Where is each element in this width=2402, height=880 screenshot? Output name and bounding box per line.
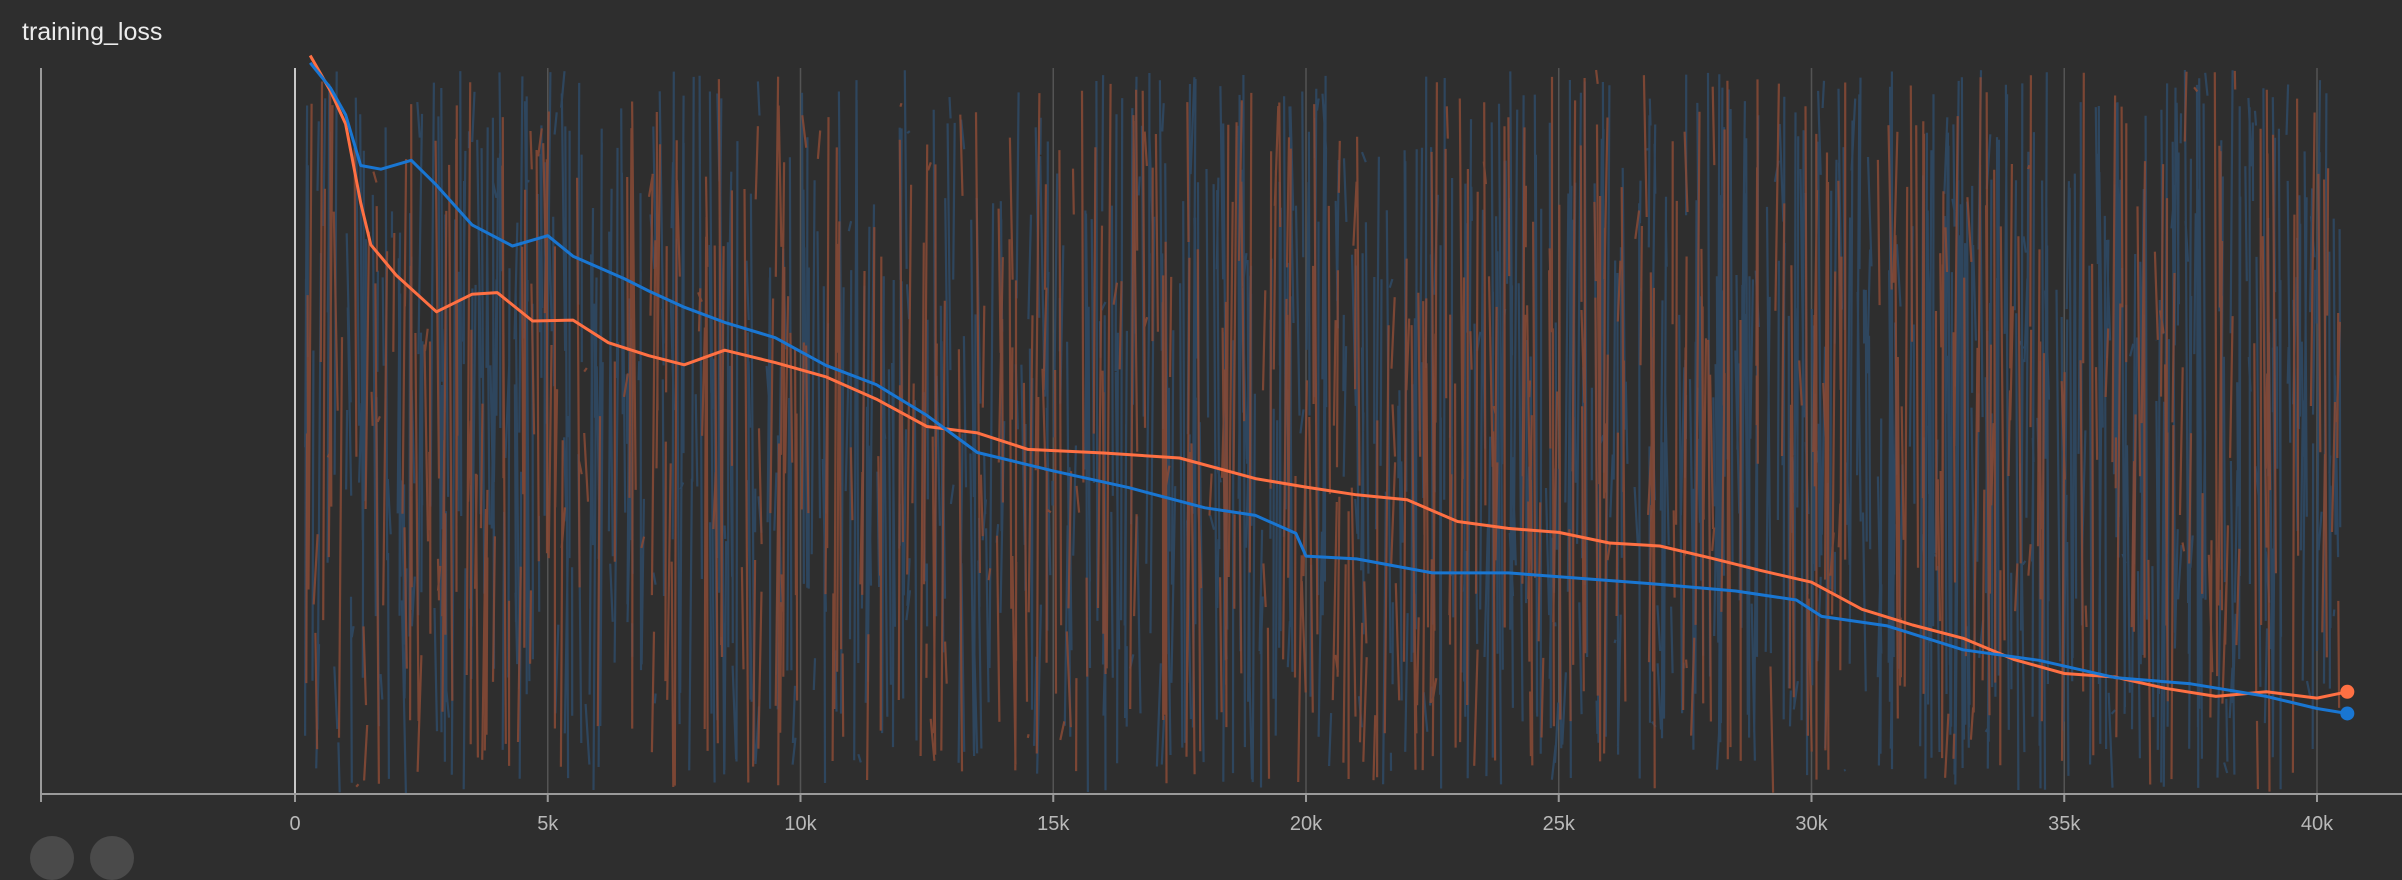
x-tick-label: 0	[289, 813, 300, 835]
series-endpoint-0	[2340, 684, 2355, 699]
x-tick-label: 35k	[2048, 813, 2081, 835]
chart-title: training_loss	[22, 18, 163, 46]
loss-chart[interactable]: 0 5k 10k 15k 20k 25k 30k 35k 40k	[0, 0, 2402, 846]
x-axis-ticks: 0 5k 10k 15k 20k 25k 30k 35k 40k	[40, 794, 2334, 835]
x-tick-label: 30k	[1795, 813, 1828, 835]
smoothed-series	[308, 54, 2355, 721]
series-endpoint-1	[2340, 706, 2355, 721]
x-tick-label: 40k	[2301, 813, 2334, 835]
raw-trace-raw_blue	[304, 69, 2342, 794]
fit-domain-button[interactable]	[30, 836, 74, 880]
x-tick-label: 5k	[537, 813, 559, 835]
x-tick-label: 20k	[1290, 813, 1323, 835]
series-line-1	[309, 61, 2348, 715]
chart-axes	[40, 68, 2402, 795]
download-button[interactable]	[90, 836, 134, 880]
raw-trace-raw_orange	[305, 69, 2341, 793]
raw-loss-traces	[304, 69, 2342, 794]
x-tick-label: 15k	[1037, 813, 1070, 835]
x-tick-label: 10k	[784, 813, 817, 835]
series-line-0	[308, 54, 2348, 700]
x-tick-label: 25k	[1543, 813, 1576, 835]
